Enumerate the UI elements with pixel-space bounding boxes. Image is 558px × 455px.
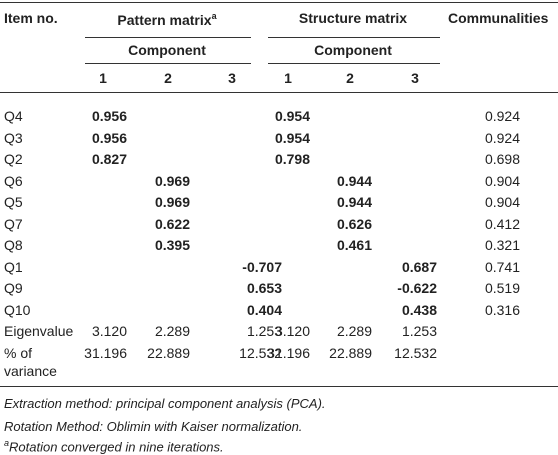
communality: 0.412 <box>484 215 520 232</box>
item-label: Q4 <box>4 108 23 124</box>
item-label: Q8 <box>4 237 23 253</box>
loading: 0.969 <box>154 194 190 210</box>
communality: 0.924 <box>484 108 520 124</box>
loading: 0.461 <box>336 237 372 253</box>
component-rule <box>85 63 251 64</box>
loading: 0.438 <box>401 301 437 318</box>
summary-value: 1.253 <box>246 323 282 339</box>
loading: 0.798 <box>274 151 310 167</box>
column-number: 3 <box>228 70 236 86</box>
loading: 0.687 <box>401 258 437 275</box>
loading: -0.707 <box>242 258 282 275</box>
summary-value: 2.289 <box>154 323 190 339</box>
item-label: Q5 <box>4 194 23 210</box>
loading: 0.395 <box>154 237 190 253</box>
communality: 0.741 <box>484 258 520 275</box>
communality: 0.519 <box>484 280 520 296</box>
communality: 0.904 <box>484 194 520 210</box>
loading: -0.622 <box>397 280 437 296</box>
loading: 0.626 <box>336 215 372 232</box>
loading: 0.956 <box>91 108 127 124</box>
footnote: Rotation converged in nine iterations. <box>9 439 224 455</box>
summary-value: 1.253 <box>401 323 437 339</box>
item-label: Q3 <box>4 129 23 146</box>
column-number: 3 <box>411 70 419 86</box>
communality: 0.316 <box>484 301 520 318</box>
loading: 0.954 <box>274 108 310 124</box>
top-rule <box>0 2 558 3</box>
footnote-mark: a <box>211 11 217 22</box>
footnote: Extraction method: principal component a… <box>4 396 326 411</box>
pattern-rule <box>85 37 251 38</box>
communality: 0.924 <box>484 129 520 146</box>
summary-value: 31.196 <box>267 344 310 361</box>
communality: 0.904 <box>484 172 520 189</box>
bottom-rule <box>0 386 558 387</box>
item-label: Q9 <box>4 280 23 296</box>
header-rule <box>0 92 558 93</box>
loading: 0.827 <box>91 151 127 167</box>
item-label: Q2 <box>4 151 23 167</box>
loading: 0.944 <box>336 194 372 210</box>
column-number: 1 <box>284 70 292 86</box>
item-label: Q7 <box>4 215 23 232</box>
loading: 0.956 <box>91 129 127 146</box>
loading: 0.404 <box>246 301 282 318</box>
header: Pattern matrixa <box>117 8 216 28</box>
loading: 0.653 <box>246 280 282 296</box>
item-label: Q1 <box>4 258 23 275</box>
footnote: Rotation Method: Oblimin with Kaiser nor… <box>4 419 303 434</box>
summary-value: 22.889 <box>329 344 372 361</box>
summary-value: 3.120 <box>274 323 310 339</box>
column-number: 1 <box>99 70 107 86</box>
header: Communalities <box>448 10 549 26</box>
item-label: Q6 <box>4 172 23 189</box>
loading: 0.954 <box>274 129 310 146</box>
footnote-mark: a <box>4 438 10 448</box>
summary-value: 12.532 <box>239 344 282 361</box>
column-number: 2 <box>346 70 354 86</box>
summary-value: 3.120 <box>91 323 127 339</box>
summary-value: 22.889 <box>147 344 190 361</box>
communality: 0.698 <box>484 151 520 167</box>
summary-value: 31.196 <box>84 344 127 361</box>
header: Structure matrix <box>298 10 408 26</box>
component-rule <box>268 63 440 64</box>
summary-label: Eigenvalue <box>4 323 74 339</box>
loading: 0.969 <box>154 172 190 189</box>
header: Pattern matrix <box>117 11 212 28</box>
header: Component <box>314 42 392 58</box>
item-label: Q10 <box>4 301 31 318</box>
footnote: aRotation converged in nine iterations. <box>4 438 224 454</box>
header: Component <box>128 42 206 58</box>
column-number: 2 <box>164 70 172 86</box>
summary-label: % of variance <box>4 344 57 379</box>
loading: 0.622 <box>154 215 190 232</box>
header: Item no. <box>4 10 58 26</box>
summary-value: 2.289 <box>336 323 372 339</box>
structure-rule <box>268 37 440 38</box>
communality: 0.321 <box>484 237 520 253</box>
summary-value: 12.532 <box>394 344 437 361</box>
loading: 0.944 <box>336 172 372 189</box>
